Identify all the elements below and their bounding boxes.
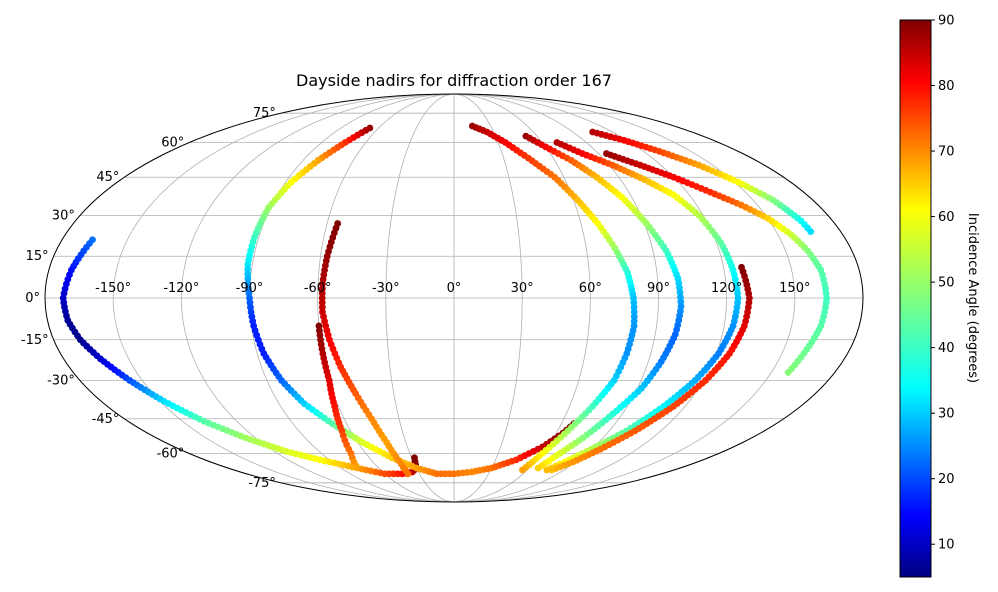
colorbar-tick-label: 80 [938, 79, 955, 94]
longitude-tick-label: 60° [579, 281, 602, 296]
colorbar-tick-label: 60 [938, 210, 955, 225]
data-point [244, 270, 252, 278]
data-point [244, 261, 252, 268]
longitude-tick-label: 30° [511, 281, 534, 296]
colorbar-tick-label: 40 [938, 341, 955, 356]
colorbar-label: Incidence Angle (degrees) [965, 213, 980, 383]
colorbar-tick-label: 90 [938, 14, 955, 29]
meridian-line [317, 94, 455, 502]
latitude-tick-label: 15° [26, 249, 49, 264]
latitude-tick-label: -15° [21, 333, 49, 348]
latitude-tick-label: -60° [157, 447, 185, 462]
latitude-tick-label: 30° [52, 209, 75, 224]
map-boundary [44, 93, 864, 503]
latitude-tick-label: 0° [25, 291, 40, 306]
latitude-tick-label: -45° [92, 412, 120, 427]
data-point [519, 466, 526, 474]
longitude-tick-label: 120° [711, 281, 742, 296]
latitude-tick-label: 60° [161, 135, 184, 150]
colorbar-tick-label: 70 [938, 145, 955, 160]
data-point [807, 228, 815, 236]
meridian-line [453, 94, 796, 502]
longitude-tick-label: -120° [163, 281, 199, 296]
data-point [784, 369, 792, 376]
longitude-tick-label: -90° [236, 281, 264, 296]
longitude-tick-labels: -150° -120° -90° -60° -30° 0° 30° 60° 90° 120° 150… [95, 281, 810, 296]
longitude-tick-label: -30° [372, 281, 400, 296]
colorbar-tick-label: 30 [938, 407, 955, 422]
colorbar-tick-label: 50 [938, 276, 955, 291]
colorbar [899, 19, 932, 578]
meridian-line [385, 94, 455, 502]
longitude-tick-label: -150° [95, 281, 131, 296]
longitude-tick-label: -60° [304, 281, 332, 296]
latitude-tick-label: 75° [253, 106, 276, 121]
data-point [548, 466, 556, 474]
latitude-tick-label: 45° [96, 170, 119, 185]
chart-title: Dayside nadirs for diffraction order 167 [296, 71, 612, 90]
colorbar-ticks: 10 20 30 40 50 60 70 80 90 [931, 14, 955, 553]
colorbar-tick-label: 10 [938, 538, 955, 553]
data-point [534, 464, 542, 472]
latitude-tick-labels: 75° 60° 45° 30° 15° 0° -15° -30° -45° -60° -75° [21, 106, 276, 491]
meridian-line [453, 94, 523, 502]
data-point [244, 265, 252, 273]
colorbar-tick-label: 20 [938, 472, 955, 487]
data-point [244, 275, 252, 283]
meridian-line [180, 94, 455, 502]
latitude-tick-label: -30° [47, 373, 75, 388]
data-point [411, 454, 418, 462]
meridian-line [112, 94, 455, 502]
data-point [404, 470, 412, 478]
data-point [543, 466, 551, 474]
data-points [59, 122, 831, 478]
longitude-tick-label: 90° [647, 281, 670, 296]
data-point [352, 462, 360, 470]
longitude-tick-label: 0° [447, 281, 462, 296]
latitude-tick-label: -75° [248, 476, 276, 491]
longitude-tick-label: 150° [779, 281, 810, 296]
